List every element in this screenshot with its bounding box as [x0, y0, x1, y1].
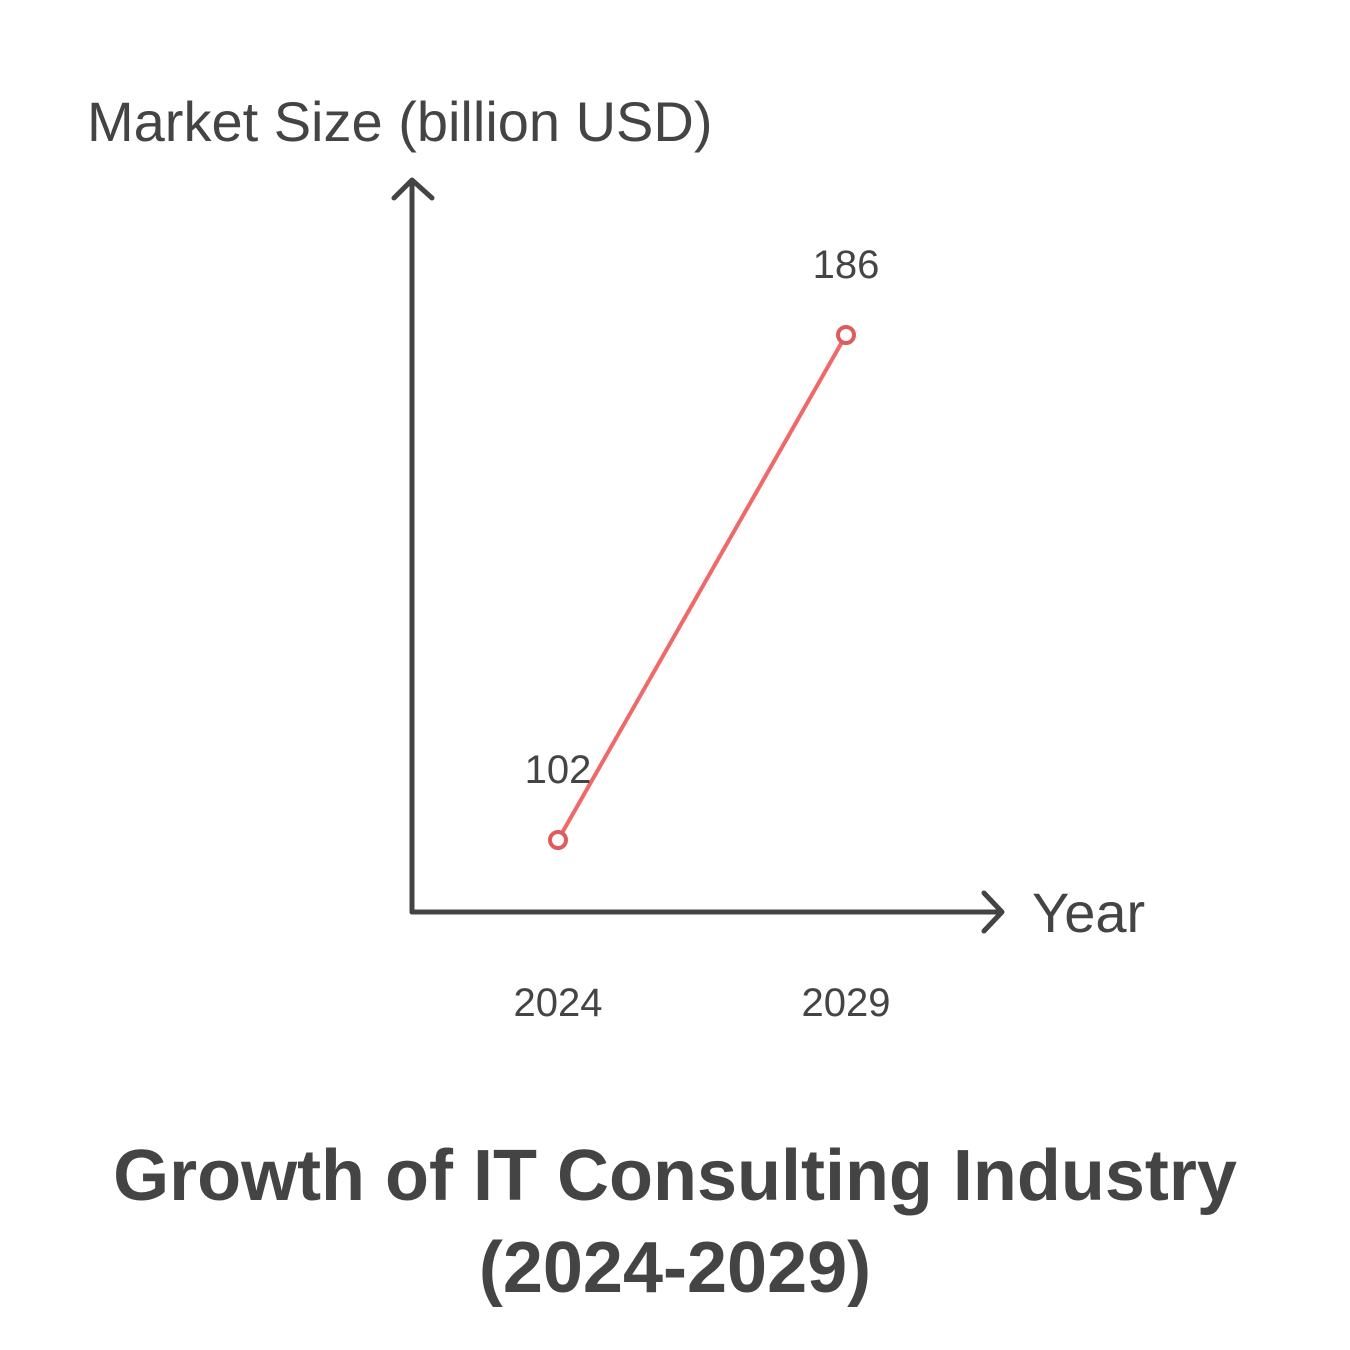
- series-layer: [548, 325, 856, 850]
- x-tick-label-2029: 2029: [802, 981, 891, 1025]
- data-point-2029: [836, 325, 856, 345]
- y-axis-arrow: [391, 177, 435, 201]
- data-point-2024: [548, 830, 568, 850]
- y-axis-label: Market Size (billion USD): [87, 90, 713, 153]
- x-tick-label-2024: 2024: [514, 981, 603, 1025]
- data-label-2029: 186: [813, 243, 880, 287]
- x-axis-label: Year: [1032, 881, 1145, 944]
- data-label-2024: 102: [525, 748, 592, 792]
- chart-title: Growth of IT Consulting Industry (2024-2…: [0, 1130, 1350, 1314]
- chart-title-line-1: Growth of IT Consulting Industry: [113, 1136, 1237, 1216]
- x-axis-arrow: [981, 890, 1005, 934]
- series-line: [556, 333, 848, 842]
- x-tick-labels: 2024 2029: [514, 981, 891, 1025]
- data-labels: 102 186: [525, 243, 880, 792]
- chart-title-line-2: (2024-2029): [478, 1228, 872, 1308]
